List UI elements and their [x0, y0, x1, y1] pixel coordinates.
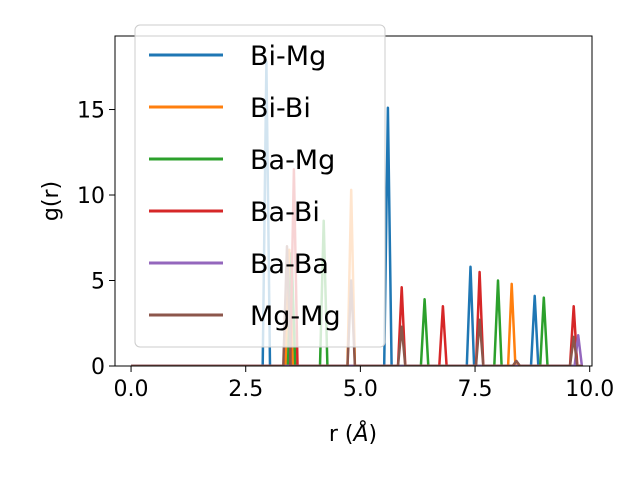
- y-tick-label: 10: [77, 184, 105, 209]
- legend-label-ba-mg: Ba-Mg: [250, 145, 335, 176]
- legend-label-mg-mg: Mg-Mg: [250, 301, 341, 332]
- legend-box: [134, 24, 386, 348]
- y-tick-label: 5: [91, 270, 105, 295]
- y-tick-label: 0: [91, 355, 105, 380]
- x-tick-label: 2.5: [228, 377, 263, 402]
- x-tick-label: 10.0: [565, 377, 614, 402]
- x-axis-label: r (Å): [329, 420, 377, 447]
- legend-label-ba-bi: Ba-Bi: [250, 197, 320, 228]
- x-tick-label: 5.0: [343, 377, 378, 402]
- series-line-ba-ba: [131, 333, 584, 366]
- legend-label-ba-ba: Ba-Ba: [250, 249, 329, 280]
- legend-label-bi-bi: Bi-Bi: [250, 93, 311, 124]
- legend-label-bi-mg: Bi-Mg: [250, 41, 326, 72]
- x-axis: 0.0 2.5 5.0 7.5 10.0: [114, 366, 614, 402]
- x-tick-label: 7.5: [458, 377, 493, 402]
- y-axis: 0 5 10 15: [77, 99, 115, 380]
- y-tick-label: 15: [77, 99, 105, 124]
- y-axis-label: g(r): [39, 181, 64, 221]
- legend: Bi-Mg Bi-Bi Ba-Mg Ba-Bi Ba-Ba Mg-Mg: [134, 24, 386, 348]
- x-tick-label: 0.0: [114, 377, 149, 402]
